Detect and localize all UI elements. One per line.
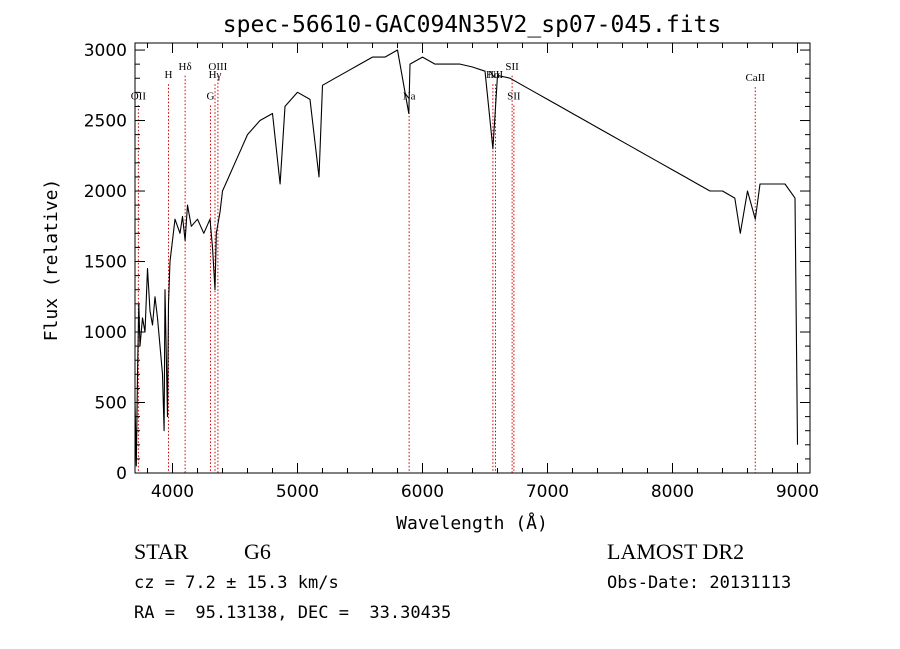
spectrum-series-0 bbox=[135, 50, 798, 466]
x-tick-label-1: 5000 bbox=[276, 482, 319, 502]
y-tick-label-4: 2000 bbox=[84, 182, 127, 202]
marker-label-10: SII bbox=[507, 90, 521, 102]
marker-label-8: NII bbox=[488, 69, 504, 81]
coordinates-text: RA = 95.13138, DEC = 33.30435 bbox=[134, 603, 451, 623]
survey-name: LAMOST DR2 bbox=[607, 539, 744, 565]
marker-label-11: CaII bbox=[745, 72, 765, 84]
plot-frame bbox=[135, 43, 810, 473]
x-tick-label-0: 4000 bbox=[151, 482, 194, 502]
marker-label-1: H bbox=[165, 69, 173, 81]
marker-label-3: G bbox=[207, 90, 215, 102]
x-tick-label-4: 8000 bbox=[651, 482, 694, 502]
object-subclass: G6 bbox=[244, 539, 271, 565]
marker-label-5: OIII bbox=[208, 61, 227, 73]
marker-label-2: Hδ bbox=[179, 61, 192, 73]
y-tick-label-5: 2500 bbox=[84, 112, 127, 132]
y-tick-label-2: 1000 bbox=[84, 323, 127, 343]
object-class: STAR bbox=[134, 539, 188, 565]
x-tick-label-2: 6000 bbox=[401, 482, 444, 502]
y-tick-label-0: 0 bbox=[116, 464, 127, 484]
y-axis-label: Flux (relative) bbox=[41, 179, 62, 342]
chart-title: spec-56610-GAC094N35V2_sp07-045.fits bbox=[223, 12, 722, 38]
observation-date: Obs-Date: 20131113 bbox=[607, 573, 791, 593]
marker-label-9: SII bbox=[505, 61, 519, 73]
y-tick-label-1: 500 bbox=[95, 394, 127, 414]
x-tick-label-3: 7000 bbox=[526, 482, 569, 502]
x-axis-label: Wavelength (Å) bbox=[396, 512, 548, 534]
x-tick-label-5: 9000 bbox=[776, 482, 819, 502]
y-tick-label-6: 3000 bbox=[84, 41, 127, 61]
y-tick-label-3: 1500 bbox=[84, 253, 127, 273]
redshift-text: cz = 7.2 ± 15.3 km/s bbox=[134, 573, 339, 593]
